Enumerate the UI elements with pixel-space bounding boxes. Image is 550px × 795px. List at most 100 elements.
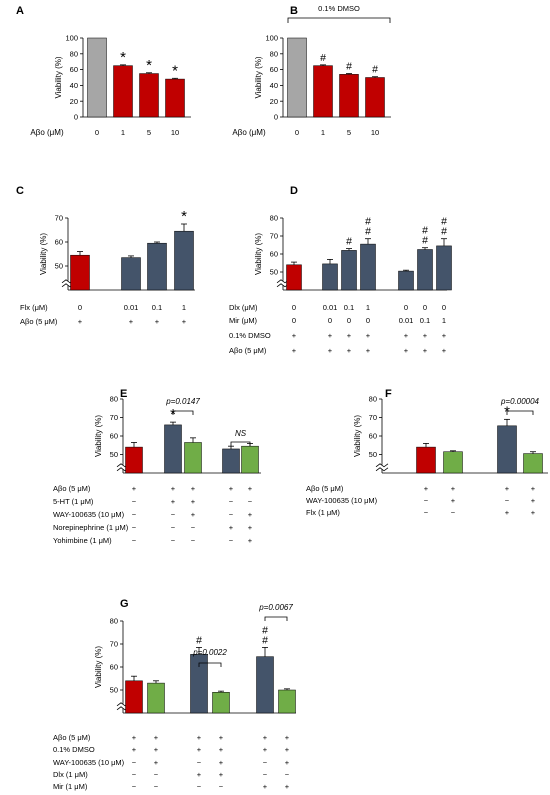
condition-value: + [171,497,176,506]
condition-value: 0.1 [344,303,354,312]
y-axis-label: Viability (%) [94,646,103,688]
condition-value: + [129,317,134,326]
condition-value: + [404,331,409,340]
y-tick-label: 20 [270,97,278,106]
condition-value: + [219,733,224,742]
bar [147,682,165,714]
condition-value: + [229,523,234,532]
y-tick-label: 80 [110,395,118,404]
condition-value: − [132,523,137,532]
condition-label: Yohimbine (1 μM) [53,536,112,545]
y-tick-label: 60 [70,65,78,74]
significance-star: * [181,208,187,225]
y-tick-label: 70 [55,214,63,223]
condition-value: − [191,536,196,545]
condition-value: + [292,346,297,355]
bar [398,270,414,291]
x-tick-label: 1 [321,128,325,137]
y-axis-label: Viability (%) [254,233,263,275]
condition-label: Aβo (5 μM) [306,484,344,493]
bar [360,243,376,291]
condition-value: 0.01 [323,303,338,312]
bar [523,453,543,474]
axis-break-gap [279,280,287,286]
y-tick-label: 0 [274,113,278,122]
condition-value: + [328,346,333,355]
bar [113,65,133,118]
condition-label: WAY-100635 (10 μM) [53,510,125,519]
x-tick-label: 10 [171,128,179,137]
bar [436,245,452,291]
condition-value: + [366,346,371,355]
condition-value: + [248,523,253,532]
condition-value: + [78,317,83,326]
y-axis-label: Viability (%) [94,415,103,457]
axis-break-gap [119,703,127,709]
condition-value: + [531,508,536,517]
panel-letter: G [120,598,129,610]
x-tick-label: 10 [371,128,379,137]
condition-value: + [197,770,202,779]
bar [164,424,182,474]
condition-value: 0 [328,316,332,325]
comparison-bracket [172,410,194,415]
hash-line: # [422,225,428,237]
y-tick-label: 80 [369,395,377,404]
panel-c: C 50 60 70 Viability (%) * Flx (μM) 0 0.01 0.1 1 Aβ… [16,185,195,326]
condition-value: − [154,770,159,779]
condition-value: 1 [182,303,186,312]
condition-value: 0.01 [124,303,139,312]
axis-break-mark [375,463,389,468]
x-tick-label: 5 [347,128,351,137]
significance-hash: # # [422,225,428,247]
y-tick-label: 40 [70,81,78,90]
condition-value: − [229,510,234,519]
panel-a: A 0 20 40 60 80 100 Viability (%) * * * 0 1 5 10 Aβo (μ… [16,5,191,137]
condition-value: − [191,523,196,532]
bar [139,73,159,118]
condition-value: + [505,508,510,517]
condition-value: − [132,497,137,506]
condition-value: − [263,758,268,767]
panel-letter: E [120,388,127,400]
significance-star: * [146,57,152,74]
hash-line: # [262,634,268,646]
condition-value: 0.1 [420,316,430,325]
condition-value: + [263,745,268,754]
condition-value: + [423,346,428,355]
bar [184,442,202,474]
condition-value: 0 [292,316,296,325]
hash-line: # [422,235,428,247]
condition-value: − [424,508,429,517]
y-tick-label: 20 [70,97,78,106]
bar [416,446,436,474]
condition-value: + [424,484,429,493]
condition-value: + [197,733,202,742]
condition-value: + [191,510,196,519]
y-tick-label: 60 [270,65,278,74]
condition-value: − [171,536,176,545]
bar [286,264,302,291]
condition-label: WAY-100635 (10 μM) [306,496,378,505]
bar [322,263,338,291]
y-axis-label: Viability (%) [353,415,362,457]
condition-value: + [404,346,409,355]
axis-break-gap [119,464,127,470]
condition-label: 0.1% DMSO [229,331,271,340]
significance-star: * [120,49,126,66]
axis-break-gap [378,464,386,470]
condition-value: − [132,536,137,545]
bar [313,65,333,118]
condition-value: + [531,496,536,505]
panel-letter: F [385,388,392,400]
panel-letter: C [16,185,24,197]
condition-value: + [285,758,290,767]
condition-value: + [248,510,253,519]
y-tick-label: 60 [270,250,278,259]
condition-value: + [154,745,159,754]
x-tick-label: 0 [295,128,299,137]
condition-value: + [451,484,456,493]
